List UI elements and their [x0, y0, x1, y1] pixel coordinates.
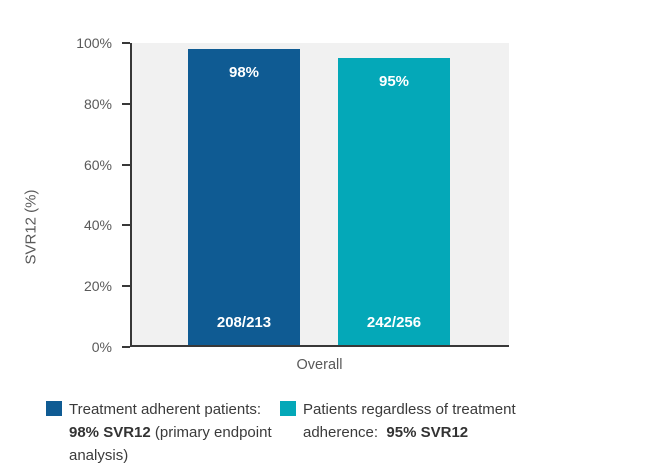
- legend-text-prefix: Patients regardless of treatment adheren…: [303, 401, 516, 441]
- y-tick-label: 20%: [83, 278, 112, 295]
- y-tick-mark: [122, 163, 130, 166]
- legend-item-regardless-adherence: Patients regardless of treatment adheren…: [280, 398, 555, 444]
- y-tick-label: 80%: [83, 95, 112, 112]
- legend-item-treatment-adherent: Treatment adherent patients: 98% SVR12 (…: [46, 398, 285, 465]
- bar-value-label: 95%: [378, 73, 410, 91]
- y-tick-label: 40%: [83, 217, 112, 234]
- legend-text-bold: 98% SVR12: [69, 424, 151, 441]
- legend-swatch-blue: [46, 401, 62, 416]
- legend-swatch-teal: [280, 401, 296, 416]
- legend-text-bold: 95% SVR12: [386, 424, 469, 441]
- y-axis: 0% 20% 40% 60% 80% 100%: [0, 35, 130, 355]
- bar-value-label: 98%: [228, 64, 260, 82]
- y-tick-label: 100%: [76, 35, 112, 51]
- legend-label: Treatment adherent patients: 98% SVR12 (…: [69, 398, 285, 465]
- bar-fraction-label: 242/256: [366, 314, 422, 331]
- y-tick-label: 60%: [83, 156, 112, 173]
- y-tick-mark: [122, 42, 130, 44]
- legend-text-prefix: Treatment adherent patients:: [69, 401, 262, 418]
- bar-treatment-adherent: 98% 208/213: [188, 49, 300, 345]
- y-tick-mark: [122, 285, 130, 288]
- y-tick-label: 0%: [91, 339, 112, 355]
- y-tick-mark: [122, 224, 130, 227]
- y-tick-mark: [122, 102, 130, 105]
- bar-fraction-label: 208/213: [216, 314, 272, 331]
- x-axis-category-label: Overall: [296, 357, 343, 373]
- plot-area: 98% 208/213 95% 242/256: [130, 43, 509, 347]
- legend-text-suffix: (primary endpoint analysis): [69, 424, 272, 464]
- bar-regardless-adherence: 95% 242/256: [338, 58, 450, 345]
- legend-label: Patients regardless of treatment adheren…: [303, 398, 555, 444]
- y-tick-mark: [122, 346, 130, 348]
